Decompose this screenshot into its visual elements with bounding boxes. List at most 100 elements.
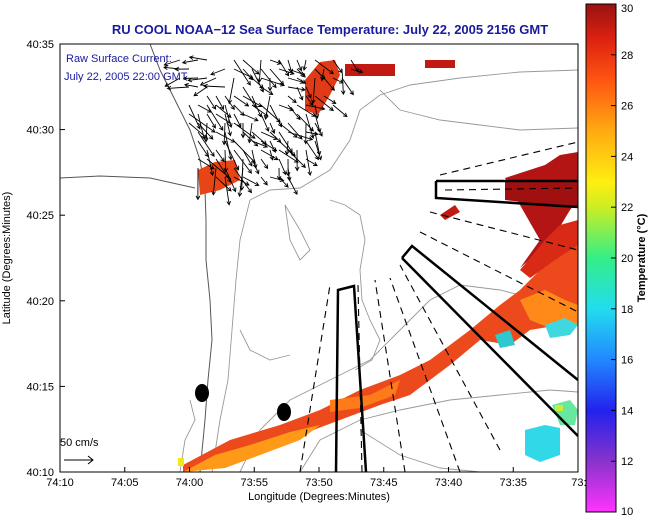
colorbar-tick-label: 20 xyxy=(621,253,633,265)
current-vector xyxy=(188,104,201,130)
current-vector xyxy=(323,95,337,105)
current-vector xyxy=(233,113,242,128)
current-vector xyxy=(206,104,224,131)
current-vector xyxy=(278,176,289,188)
colorbar-tick-label: 10 xyxy=(621,506,633,518)
sample-boxes xyxy=(334,179,578,472)
current-vector xyxy=(210,68,226,76)
current-vector xyxy=(314,95,334,112)
current-vector xyxy=(287,86,306,92)
current-vector xyxy=(296,86,304,101)
x-axis-label: Longitude (Degrees:Minutes) xyxy=(248,491,390,503)
current-vector xyxy=(278,149,299,163)
coastline xyxy=(60,44,213,472)
current-vector xyxy=(215,149,225,163)
current-vector xyxy=(320,68,325,82)
current-vector xyxy=(197,131,215,157)
current-vector xyxy=(269,122,276,134)
current-vector xyxy=(242,68,254,81)
colorbar-tick-label: 16 xyxy=(621,355,633,367)
current-vector xyxy=(237,167,244,198)
current-vector xyxy=(188,113,216,133)
current-vector xyxy=(203,122,209,143)
current-vector xyxy=(215,95,224,111)
current-vector xyxy=(260,113,270,132)
current-vector xyxy=(240,122,246,139)
map-area xyxy=(60,44,578,472)
y-tick-label: 40:15 xyxy=(26,381,54,393)
current-vector xyxy=(242,131,259,147)
current-vector xyxy=(269,68,285,86)
current-vector xyxy=(260,176,268,186)
current-vector xyxy=(242,149,253,167)
current-vector xyxy=(233,95,250,107)
current-vector xyxy=(303,122,309,145)
current-vector xyxy=(302,59,307,71)
current-vector xyxy=(247,122,253,144)
colorbar-tick-label: 28 xyxy=(621,50,633,62)
colorbar-tick-label: 18 xyxy=(621,304,633,316)
current-vector xyxy=(224,104,233,128)
current-vector xyxy=(206,113,216,129)
current-vector xyxy=(269,149,275,161)
x-tick-label: 73:55 xyxy=(240,477,268,489)
current-vector xyxy=(174,66,190,72)
x-tick-label: 73:35 xyxy=(499,477,527,489)
overlay-line1: Raw Surface Current: xyxy=(66,53,172,65)
current-vector xyxy=(188,55,208,61)
colorbar-tick-label: 22 xyxy=(621,202,633,214)
sst-cyan-ne xyxy=(545,318,578,338)
current-vector xyxy=(263,95,271,121)
current-vector xyxy=(187,77,208,83)
y-axis: 40:35 40:30 40:25 40:20 40:15 40:10 xyxy=(26,39,65,479)
current-vector xyxy=(278,158,287,176)
colorbar-tick-label: 30 xyxy=(621,3,633,15)
current-vector xyxy=(314,140,323,161)
current-vector xyxy=(227,77,235,105)
current-vector xyxy=(224,131,233,161)
station-marker-east xyxy=(277,403,291,421)
current-vector xyxy=(260,149,279,161)
sst-yellow-dot xyxy=(178,458,184,466)
overlay-line2: July 22, 2005 22:00 GMT xyxy=(64,71,188,83)
scale-arrow xyxy=(64,455,94,465)
chart-title: RU COOL NOAA−12 Sea Surface Temperature:… xyxy=(111,22,549,37)
x-axis: 74:10 74:05 74:00 73:55 73:50 73:45 73:40 73:35… xyxy=(46,467,593,489)
current-vector xyxy=(223,149,229,173)
current-vector xyxy=(332,104,348,118)
current-vector xyxy=(163,65,181,70)
sst-cool-patch xyxy=(525,425,560,462)
colorbar-ticks: 30 28 26 24 22 20 18 16 14 12 10 xyxy=(611,3,633,518)
current-vector xyxy=(224,176,231,206)
current-vector xyxy=(294,149,300,172)
current-vector xyxy=(224,113,232,137)
y-tick-label: 40:30 xyxy=(26,125,54,137)
current-vector xyxy=(305,86,312,99)
current-vector xyxy=(251,140,269,148)
box-south xyxy=(334,284,368,472)
station-marker-west xyxy=(195,384,209,402)
sst-green-bit xyxy=(555,405,563,411)
current-vector xyxy=(206,95,217,110)
current-vector xyxy=(296,77,307,84)
y-tick-label: 40:35 xyxy=(26,39,54,51)
current-vector xyxy=(314,59,334,75)
current-vector xyxy=(215,176,232,192)
current-vector xyxy=(242,113,259,122)
current-vector xyxy=(242,95,263,107)
y-tick-label: 40:20 xyxy=(26,296,54,308)
sst-cyan-east xyxy=(495,330,515,348)
current-vector xyxy=(260,68,277,89)
current-vector xyxy=(296,59,303,72)
sst-red-ne xyxy=(520,220,578,278)
y-tick-label: 40:10 xyxy=(26,467,54,479)
sst-orange-band xyxy=(183,425,320,472)
current-vector xyxy=(193,86,208,97)
current-vector xyxy=(260,158,269,170)
current-vector xyxy=(195,167,201,201)
x-tick-label: 73:50 xyxy=(305,477,333,489)
current-vector xyxy=(199,77,217,86)
sst-north-block2 xyxy=(425,60,455,68)
current-vector xyxy=(183,82,199,88)
current-vector xyxy=(350,68,364,74)
